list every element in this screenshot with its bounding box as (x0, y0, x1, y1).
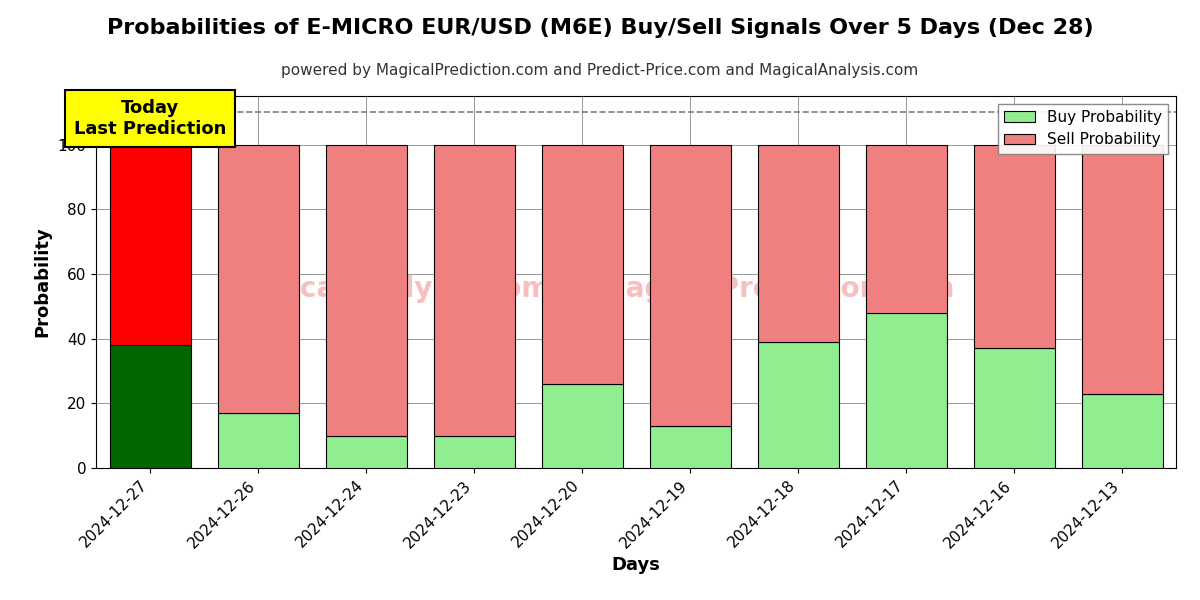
Text: powered by MagicalPrediction.com and Predict-Price.com and MagicalAnalysis.com: powered by MagicalPrediction.com and Pre… (281, 63, 919, 78)
Legend: Buy Probability, Sell Probability: Buy Probability, Sell Probability (998, 104, 1169, 154)
Bar (1081, 394, 1163, 468)
Bar (325, 436, 407, 468)
Y-axis label: Probability: Probability (34, 227, 52, 337)
Bar (325, 145, 407, 436)
Bar (541, 384, 623, 468)
Bar (757, 342, 839, 468)
Bar (865, 313, 947, 468)
X-axis label: Days: Days (612, 556, 660, 574)
Text: MagicalPrediction.com: MagicalPrediction.com (598, 275, 955, 304)
Bar (865, 145, 947, 313)
Bar (973, 145, 1055, 349)
Bar (433, 145, 515, 436)
Bar (649, 426, 731, 468)
Text: Probabilities of E-MICRO EUR/USD (M6E) Buy/Sell Signals Over 5 Days (Dec 28): Probabilities of E-MICRO EUR/USD (M6E) B… (107, 18, 1093, 38)
Text: Today
Last Prediction: Today Last Prediction (74, 99, 226, 138)
Bar (433, 436, 515, 468)
Bar (649, 145, 731, 426)
Bar (109, 145, 191, 345)
Bar (109, 345, 191, 468)
Bar (757, 145, 839, 342)
Bar (541, 145, 623, 384)
Bar (217, 145, 299, 413)
Bar (217, 413, 299, 468)
Text: MagicalAnalysis.com: MagicalAnalysis.com (224, 275, 551, 304)
Bar (973, 349, 1055, 468)
Bar (1081, 145, 1163, 394)
